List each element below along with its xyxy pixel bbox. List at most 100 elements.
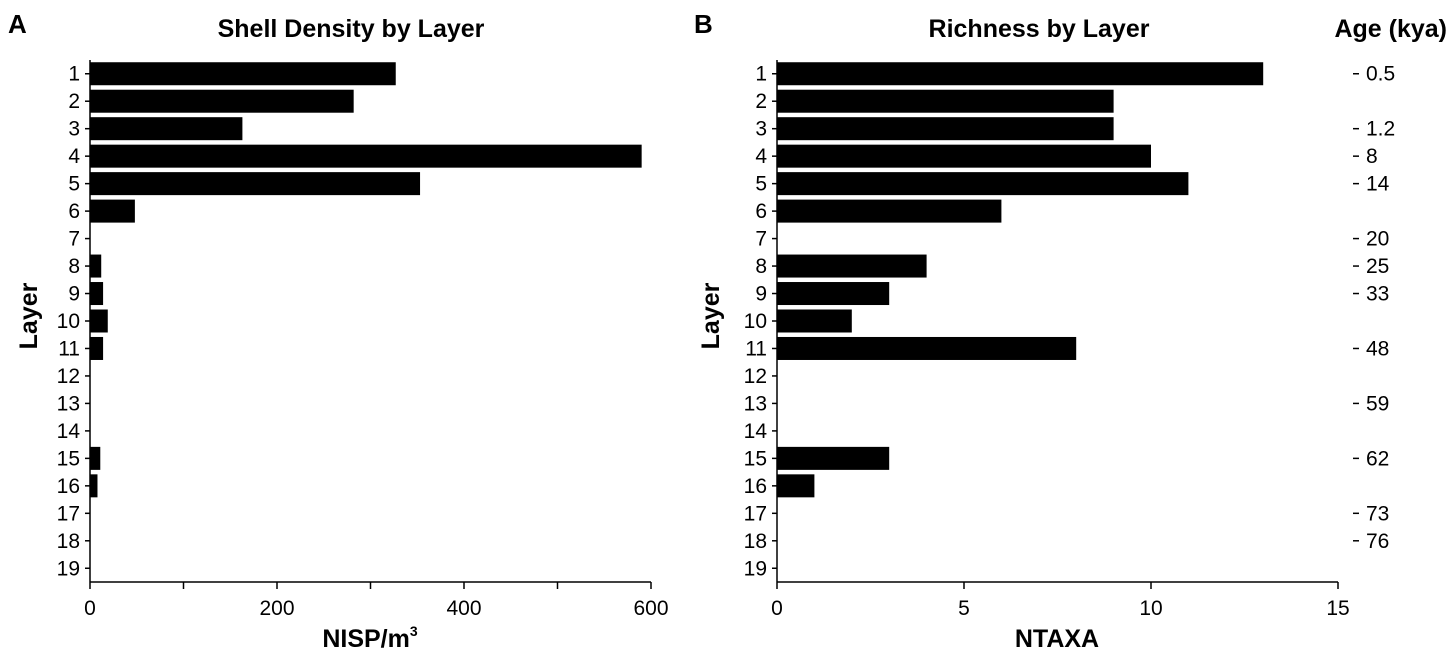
panel-a-x-tick-label: 400 [446,597,481,620]
panel-b-letter: B [694,9,713,39]
panel-b-bar-layer-9 [777,282,890,306]
panel-a-bar-layer-9 [90,282,104,306]
panel-a-xlabel: NISP/m3 [322,623,418,653]
age-tick-label: 62 [1366,447,1389,470]
panel-a-y-tick-label: 4 [68,145,80,168]
panel-b-bar-layer-16 [777,474,815,498]
panel-b-bar-layer-5 [777,172,1189,196]
panel-b-x-tick-label: 15 [1326,597,1349,620]
panel-b-y-tick-label: 15 [744,447,767,470]
panel-a: A Shell Density by Layer Layer NISP/m3 1… [8,9,669,653]
panel-b-bar-layer-8 [777,254,927,278]
panel-b-ylabel: Layer [697,282,725,349]
panel-a-bar-layer-6 [90,199,135,223]
panel-a-bar-layer-15 [90,446,101,470]
panel-b-y-tick-label: 19 [744,557,767,580]
panel-a-y-tick-label: 18 [57,530,80,553]
panel-a-x-tick-label: 200 [259,597,294,620]
panel-a-x-ticks: 0 200 400 600 [84,582,669,620]
panel-b-y-tick-label: 8 [755,255,767,278]
panel-b-x-tick-label: 5 [958,597,970,620]
panel-b-xlabel: NTAXA [1015,625,1099,653]
panel-b-y-tick-label: 18 [744,530,767,553]
panel-b-bar-layer-10 [777,309,852,333]
panel-b-bar-layer-6 [777,199,1002,223]
age-tick-label: 48 [1366,337,1389,360]
panel-a-y-tick-label: 14 [57,420,81,443]
panel-b-bar-layer-3 [777,117,1114,141]
panel-b-y-tick-label: 10 [744,310,767,333]
panel-a-y-tick-label: 5 [68,173,80,196]
panel-a-y-tick-label: 1 [68,63,80,86]
panel-b-y-tick-label: 4 [755,145,767,168]
panel-b-title: Richness by Layer [929,15,1150,43]
age-tick-label: 1.2 [1366,118,1395,141]
panel-a-y-tick-label: 12 [57,365,80,388]
panel-b-y-tick-label: 11 [745,337,767,360]
panel-a-y-tick-label: 16 [57,475,80,498]
panel-a-bars [90,62,642,498]
panel-b-y-tick-label: 16 [744,475,767,498]
panel-a-letter: A [8,9,27,39]
age-tick-label: 59 [1366,392,1389,415]
panel-b-bar-layer-15 [777,446,890,470]
panel-a-y-tick-label: 15 [57,447,80,470]
panel-a-ylabel: Layer [15,282,43,349]
panel-b-y-tick-label: 13 [744,392,767,415]
panel-b-x-ticks: 0 5 10 15 [771,582,1350,620]
panel-b-y-tick-label: 3 [755,118,767,141]
panel-b-bar-layer-1 [777,62,1264,86]
panel-a-bar-layer-5 [90,172,421,196]
panel-b-y-tick-label: 7 [755,228,767,251]
panel-a-y-tick-label: 8 [68,255,80,278]
panel-a-y-tick-label: 10 [57,310,80,333]
panel-b-x-tick-label: 0 [771,597,783,620]
panel-a-bar-layer-3 [90,117,243,141]
panel-b-y-tick-label: 9 [755,283,767,306]
panel-a-y-tick-label: 7 [68,228,80,251]
panel-a-bar-layer-11 [90,336,104,360]
panel-a-x-tick-label: 0 [84,597,96,620]
age-tick-label: 73 [1366,502,1389,525]
panel-b-y-tick-label: 5 [755,173,767,196]
panel-a-y-tick-label: 6 [68,200,80,223]
age-tick-label: 14 [1366,173,1390,196]
panel-a-bar-layer-16 [90,474,98,498]
panel-b-y-tick-label: 12 [744,365,767,388]
panel-a-x-tick-label: 600 [633,597,668,620]
panel-a-bar-layer-10 [90,309,108,333]
panel-a-y-tick-label: 17 [57,502,80,525]
panel-a-bar-layer-8 [90,254,102,278]
panel-b-y-tick-label: 17 [744,502,767,525]
panel-b: B Richness by Layer Age (kya) Layer NTAX… [694,9,1447,653]
panel-a-y-tick-label: 11 [58,337,80,360]
panel-a-y-tick-label: 9 [68,283,80,306]
panel-a-y-tick-label: 2 [68,90,80,113]
panel-a-y-tick-label: 13 [57,392,80,415]
panel-b-y-tick-label: 14 [744,420,768,443]
panel-a-bar-layer-1 [90,62,396,86]
panel-b-bar-layer-11 [777,336,1077,360]
panel-b-y-tick-label: 6 [755,200,767,223]
panel-b-bar-layer-2 [777,89,1114,113]
panel-b-y-tick-label: 1 [755,63,767,86]
age-tick-label: 33 [1366,283,1389,306]
age-tick-label: 20 [1366,228,1389,251]
panel-b-bar-layer-4 [777,144,1151,168]
age-tick-label: 8 [1366,145,1378,168]
panel-a-bar-layer-4 [90,144,642,168]
panel-a-bar-layer-2 [90,89,354,113]
age-tick-label: 0.5 [1366,63,1395,86]
age-tick-label: 76 [1366,530,1389,553]
panel-b-x-tick-label: 10 [1139,597,1162,620]
panel-b-y-tick-label: 2 [755,90,767,113]
panel-a-y-tick-label: 19 [57,557,80,580]
age-axis: 0.5 1.2 8 14 20 25 33 48 59 62 73 76 [1353,63,1395,553]
age-axis-label: Age (kya) [1334,15,1447,43]
panel-b-bars [777,62,1264,498]
panel-a-title: Shell Density by Layer [218,15,485,43]
panel-a-y-tick-label: 3 [68,118,80,141]
